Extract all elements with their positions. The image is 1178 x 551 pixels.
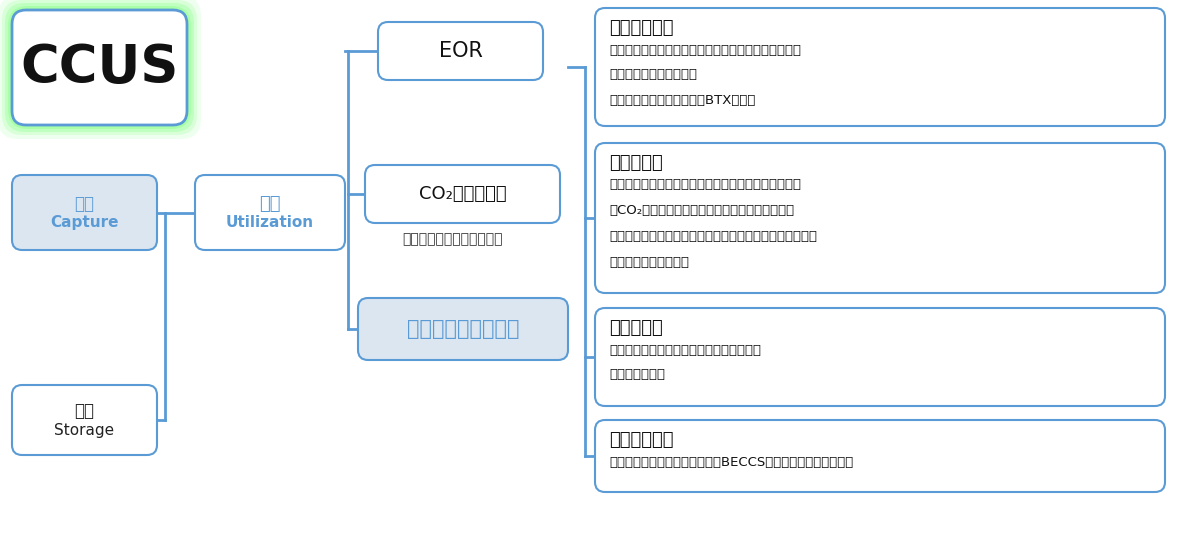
- Text: 貯留: 貯留: [74, 402, 94, 420]
- FancyBboxPatch shape: [358, 298, 568, 360]
- Text: １．　化学品: １． 化学品: [609, 19, 674, 37]
- FancyBboxPatch shape: [2, 0, 197, 135]
- Text: ・コンクリート製品・コンクリート構造物: ・コンクリート製品・コンクリート構造物: [609, 343, 761, 356]
- Text: ・CO₂由来燃料またはバイオ燃料（微細藻類由来: ・CO₂由来燃料またはバイオ燃料（微細藻類由来: [609, 204, 794, 218]
- Text: ２．　燃料: ２． 燃料: [609, 154, 663, 172]
- FancyBboxPatch shape: [12, 175, 157, 250]
- Text: ・バイオマス由来化学品: ・バイオマス由来化学品: [609, 68, 697, 82]
- FancyBboxPatch shape: [595, 420, 1165, 492]
- FancyBboxPatch shape: [595, 8, 1165, 126]
- Text: Capture: Capture: [51, 215, 119, 230]
- FancyBboxPatch shape: [595, 308, 1165, 406]
- Text: ・ガス燃料（メタン）: ・ガス燃料（メタン）: [609, 257, 689, 269]
- Text: ・含酸素化合物（ポリカーボネート、ウレタンなど）: ・含酸素化合物（ポリカーボネート、ウレタンなど）: [609, 44, 801, 57]
- Text: ・微細藻類バイオ燃料（ジェット燃料・ディーゼル）: ・微細藻類バイオ燃料（ジェット燃料・ディーゼル）: [609, 179, 801, 192]
- Text: カーボンリサイクル: カーボンリサイクル: [406, 319, 519, 339]
- FancyBboxPatch shape: [196, 175, 345, 250]
- Text: Storage: Storage: [54, 423, 114, 437]
- FancyBboxPatch shape: [0, 0, 201, 139]
- Text: 回収: 回収: [74, 195, 94, 213]
- Text: CO₂の直接利用: CO₂の直接利用: [418, 185, 507, 203]
- FancyBboxPatch shape: [12, 10, 187, 125]
- FancyBboxPatch shape: [8, 6, 191, 129]
- FancyBboxPatch shape: [595, 143, 1165, 293]
- FancyBboxPatch shape: [365, 165, 560, 223]
- Text: EOR: EOR: [438, 41, 483, 61]
- FancyBboxPatch shape: [5, 3, 194, 132]
- Text: CCUS: CCUS: [20, 41, 179, 94]
- FancyBboxPatch shape: [378, 22, 543, 80]
- FancyBboxPatch shape: [12, 385, 157, 455]
- Text: ・炭酸塩　など: ・炭酸塩 など: [609, 369, 666, 381]
- Text: を除く）（メタノール、エタノール、ディーゼルなど）: を除く）（メタノール、エタノール、ディーゼルなど）: [609, 230, 818, 244]
- Text: ３．　鉱物: ３． 鉱物: [609, 319, 663, 337]
- Text: （溶接・ドライアイス等）: （溶接・ドライアイス等）: [402, 232, 503, 246]
- Text: ４．　その他: ４． その他: [609, 431, 674, 449]
- Text: ・ネガティブ・エミッション（BECCS、ブルーカーボンなど）: ・ネガティブ・エミッション（BECCS、ブルーカーボンなど）: [609, 456, 853, 468]
- Text: ・汎用物質（オレフィン、BTXなど）: ・汎用物質（オレフィン、BTXなど）: [609, 94, 755, 106]
- Text: Utilization: Utilization: [226, 215, 315, 230]
- Text: 利用: 利用: [259, 195, 280, 213]
